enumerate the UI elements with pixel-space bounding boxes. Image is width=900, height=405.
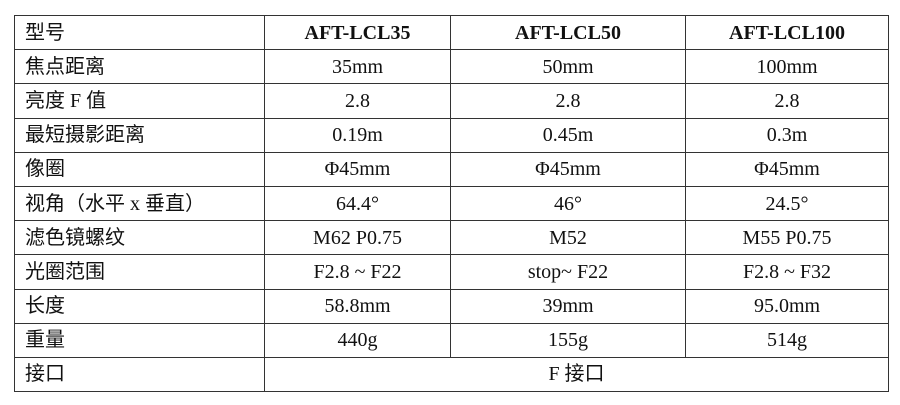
header-row: 型号 AFT-LCL35 AFT-LCL50 AFT-LCL100 (14, 14, 889, 51)
spec-value: 155g (450, 322, 686, 358)
spec-value: 2.8 (685, 83, 889, 119)
row-label: 滤色镜螺纹 (14, 220, 265, 256)
row-label: 焦点距离 (14, 49, 265, 85)
table-row: 视角（水平 x 垂直） 64.4° 46° 24.5° (14, 185, 889, 222)
table-row: 像圈 Φ45mm Φ45mm Φ45mm (14, 151, 889, 187)
model-name: AFT-LCL50 (450, 14, 686, 51)
spec-value: M55 P0.75 (685, 220, 889, 256)
spec-value: 0.45m (450, 117, 686, 153)
table-row: 滤色镜螺纹 M62 P0.75 M52 M55 P0.75 (14, 220, 889, 256)
spec-value: M62 P0.75 (264, 220, 451, 256)
spec-value: M52 (450, 220, 686, 256)
spec-value: 0.19m (264, 117, 451, 153)
spec-value: stop~ F22 (450, 254, 686, 290)
spec-value: Φ45mm (264, 151, 451, 187)
spec-value: 95.0mm (685, 288, 889, 324)
row-label: 视角（水平 x 垂直） (14, 185, 265, 222)
spec-value: F2.8 ~ F22 (264, 254, 451, 290)
model-name: AFT-LCL35 (264, 14, 451, 51)
spec-value: Φ45mm (685, 151, 889, 187)
row-label: 像圈 (14, 151, 265, 187)
table-row: 焦点距离 35mm 50mm 100mm (14, 49, 889, 85)
table-row: 最短摄影距离 0.19m 0.45m 0.3m (14, 117, 889, 153)
row-label: 长度 (14, 288, 265, 324)
table-row: 亮度 F 值 2.8 2.8 2.8 (14, 83, 889, 119)
spec-value: 440g (264, 322, 451, 358)
row-label: 光圈范围 (14, 254, 265, 290)
table-row: 光圈范围 F2.8 ~ F22 stop~ F22 F2.8 ~ F32 (14, 254, 889, 290)
spec-value: F2.8 ~ F32 (685, 254, 889, 290)
spec-table: 型号 AFT-LCL35 AFT-LCL50 AFT-LCL100 焦点距离 35… (14, 14, 889, 393)
model-name: AFT-LCL100 (685, 14, 889, 51)
row-label: 亮度 F 值 (14, 83, 265, 119)
spec-value: 100mm (685, 49, 889, 85)
spec-value: 64.4° (264, 185, 451, 222)
spec-value: 35mm (264, 49, 451, 85)
spec-value: 39mm (450, 288, 686, 324)
spec-value: 2.8 (264, 83, 451, 119)
row-label: 接口 (14, 356, 265, 393)
header-label: 型号 (14, 14, 265, 51)
row-label: 最短摄影距离 (14, 117, 265, 153)
spec-value: 2.8 (450, 83, 686, 119)
mount-value: F 接口 (264, 356, 889, 393)
table-row: 长度 58.8mm 39mm 95.0mm (14, 288, 889, 324)
spec-value: 0.3m (685, 117, 889, 153)
spec-value: 46° (450, 185, 686, 222)
row-label: 重量 (14, 322, 265, 358)
spec-value: 514g (685, 322, 889, 358)
table-row: 重量 440g 155g 514g (14, 322, 889, 358)
spec-value: Φ45mm (450, 151, 686, 187)
spec-value: 58.8mm (264, 288, 451, 324)
mount-row: 接口 F 接口 (14, 356, 889, 393)
spec-value: 24.5° (685, 185, 889, 222)
spec-value: 50mm (450, 49, 686, 85)
